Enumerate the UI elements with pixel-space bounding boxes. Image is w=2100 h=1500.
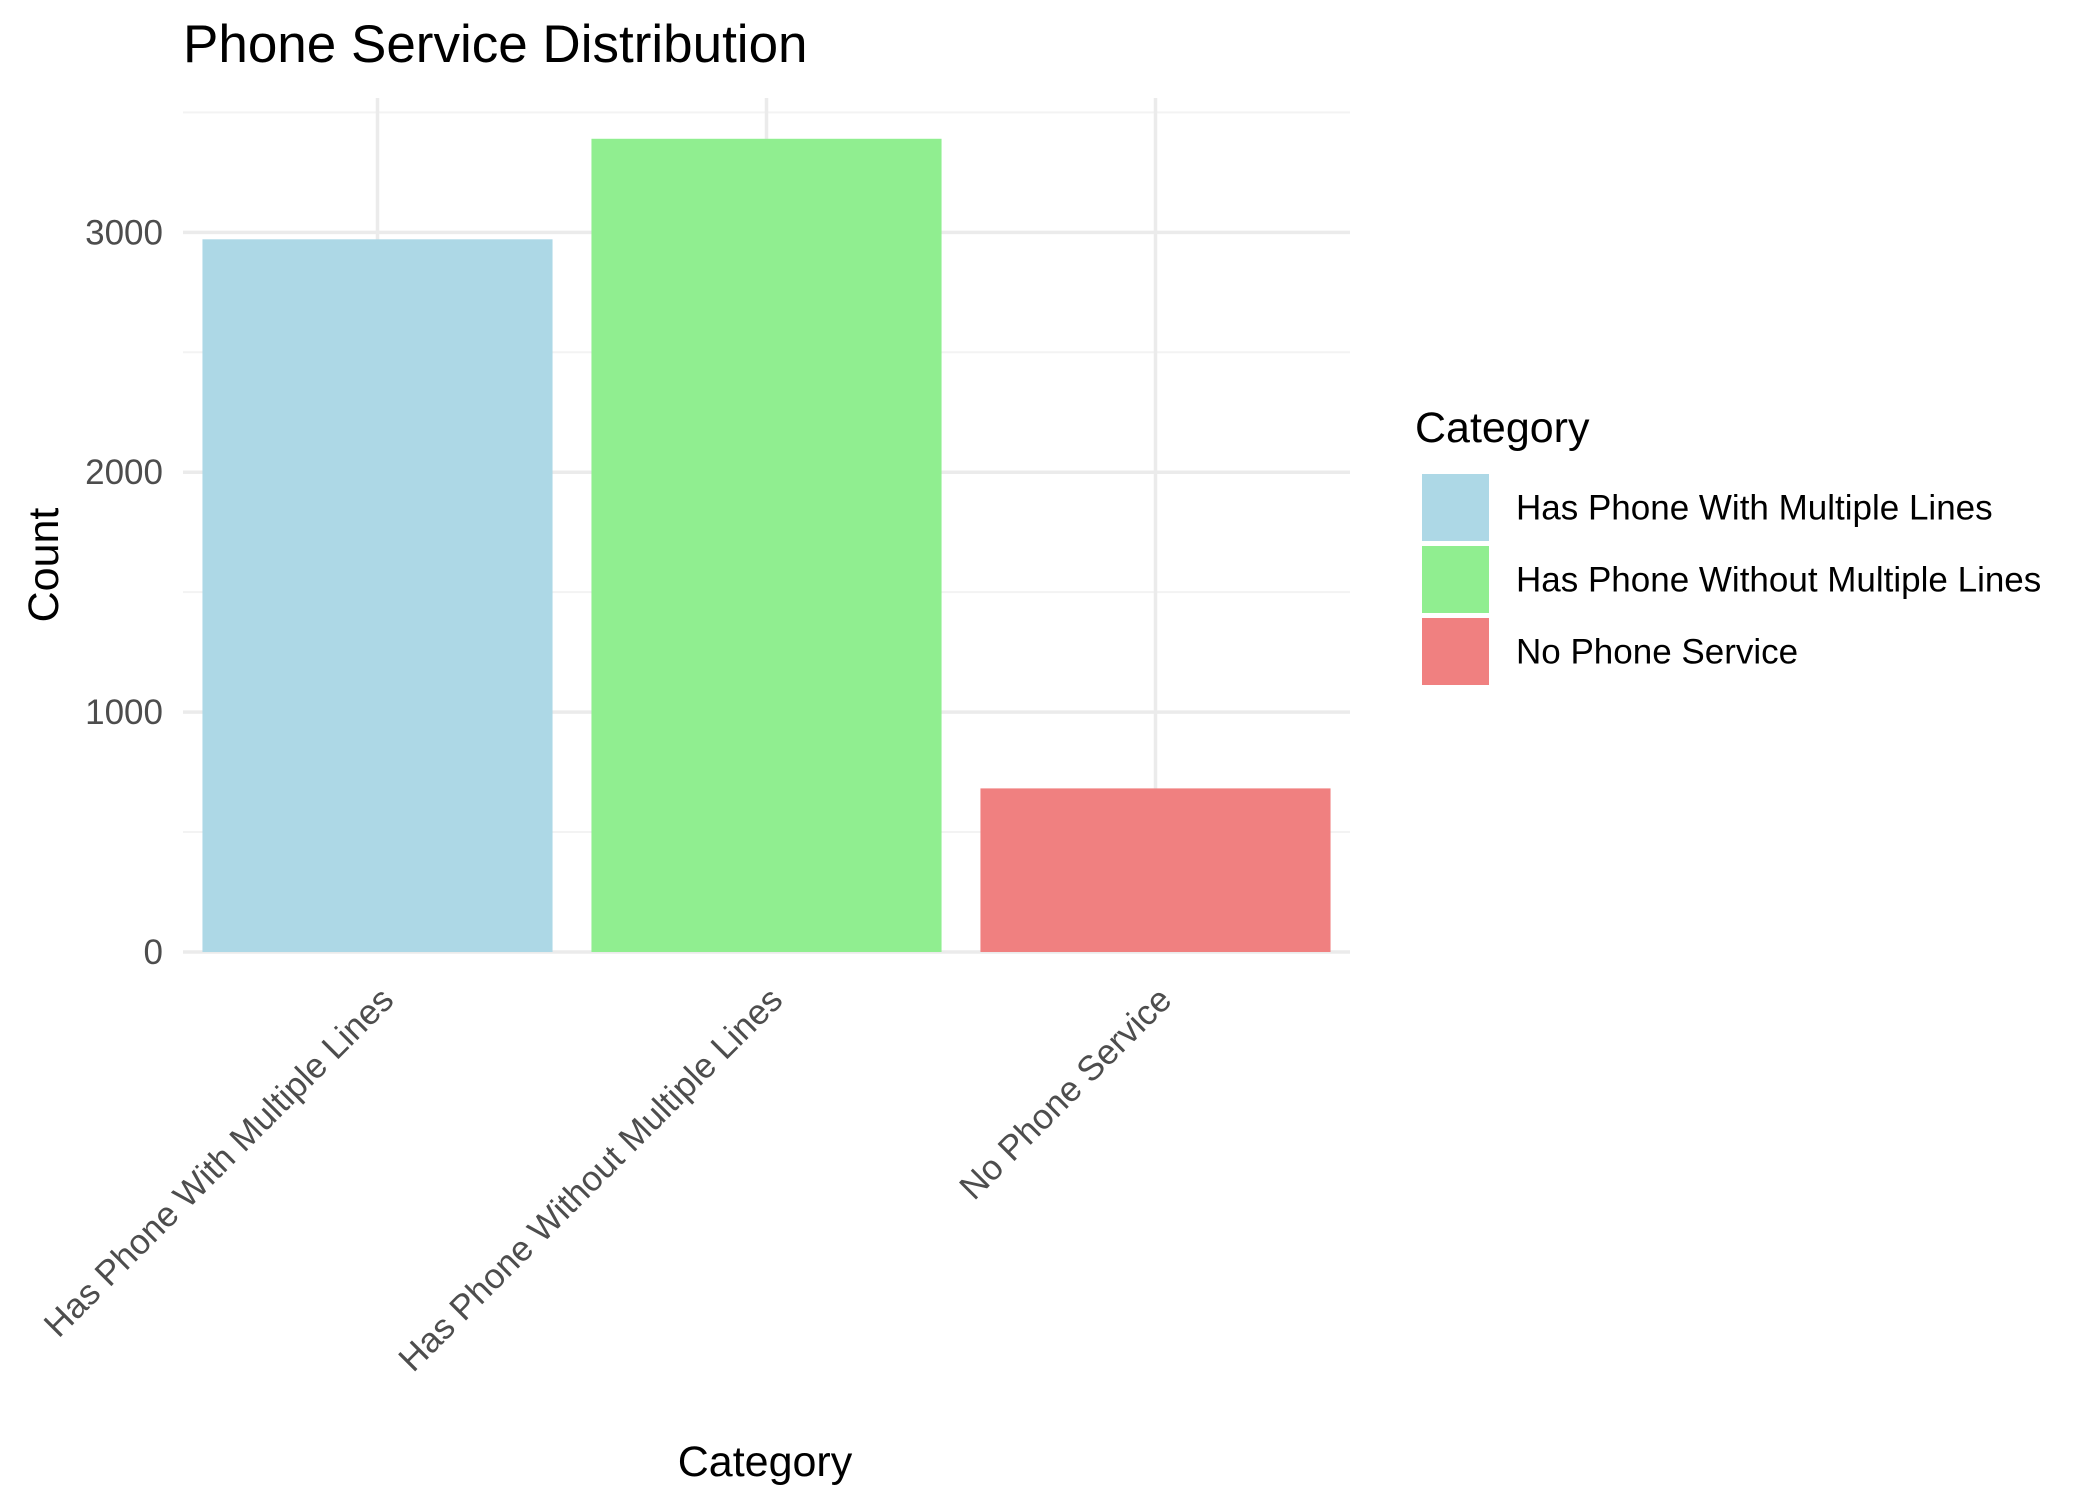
y-tick-label: 1000 (85, 693, 163, 732)
legend-label-1: Has Phone With Multiple Lines (1516, 489, 1993, 528)
chart-title: Phone Service Distribution (183, 15, 808, 74)
x-axis-title: Category (678, 1438, 853, 1486)
legend-title: Category (1415, 404, 1590, 452)
legend-entries: Has Phone With Multiple Lines Has Phone W… (1422, 474, 2041, 685)
y-tick-label: 3000 (85, 213, 163, 252)
legend-key-1 (1422, 474, 1489, 541)
bar-1 (202, 239, 553, 952)
y-axis-title: Count (20, 508, 68, 623)
legend-key-3 (1422, 618, 1489, 685)
legend-key-2 (1422, 546, 1489, 613)
x-tick-label: Has Phone Without Multiple Lines (391, 980, 790, 1379)
x-tick-label: No Phone Service (952, 980, 1179, 1207)
legend: Category Has Phone With Multiple LinesHa… (1415, 404, 2041, 685)
y-tick-label: 0 (144, 933, 163, 972)
legend-label-2: Has Phone Without Multiple Lines (1516, 561, 2041, 600)
bar-2 (591, 138, 942, 953)
bar-3 (980, 788, 1331, 952)
y-axis-ticks: 0 1000 2000 3000 (85, 213, 163, 972)
x-tick-label: Has Phone With Multiple Lines (37, 980, 402, 1345)
bars (202, 138, 1331, 953)
legend-label-3: No Phone Service (1516, 633, 1798, 672)
y-tick-label: 2000 (85, 453, 163, 492)
